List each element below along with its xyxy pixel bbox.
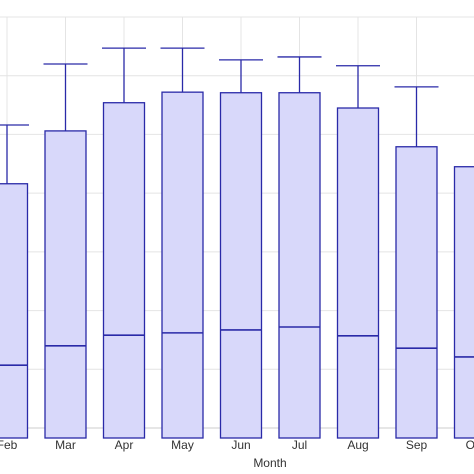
- x-tick-label: Jun: [231, 438, 250, 452]
- x-tick-label: Oct: [466, 438, 474, 452]
- box: [453, 166, 474, 439]
- x-tick-label: Jul: [292, 438, 307, 452]
- box: [395, 146, 438, 439]
- x-tick-label: Mar: [55, 438, 76, 452]
- box: [161, 91, 204, 439]
- box: [278, 92, 321, 439]
- box: [336, 107, 380, 439]
- box: [44, 130, 87, 439]
- x-tick-label: May: [171, 438, 194, 452]
- x-tick-label: Sep: [406, 438, 428, 452]
- x-tick-label: Aug: [347, 438, 368, 452]
- x-tick-label: Feb: [0, 438, 18, 452]
- x-axis-title: Month: [253, 456, 286, 470]
- x-tick-label: Apr: [115, 438, 134, 452]
- box: [102, 102, 146, 439]
- box: [219, 92, 263, 439]
- box: [0, 183, 29, 439]
